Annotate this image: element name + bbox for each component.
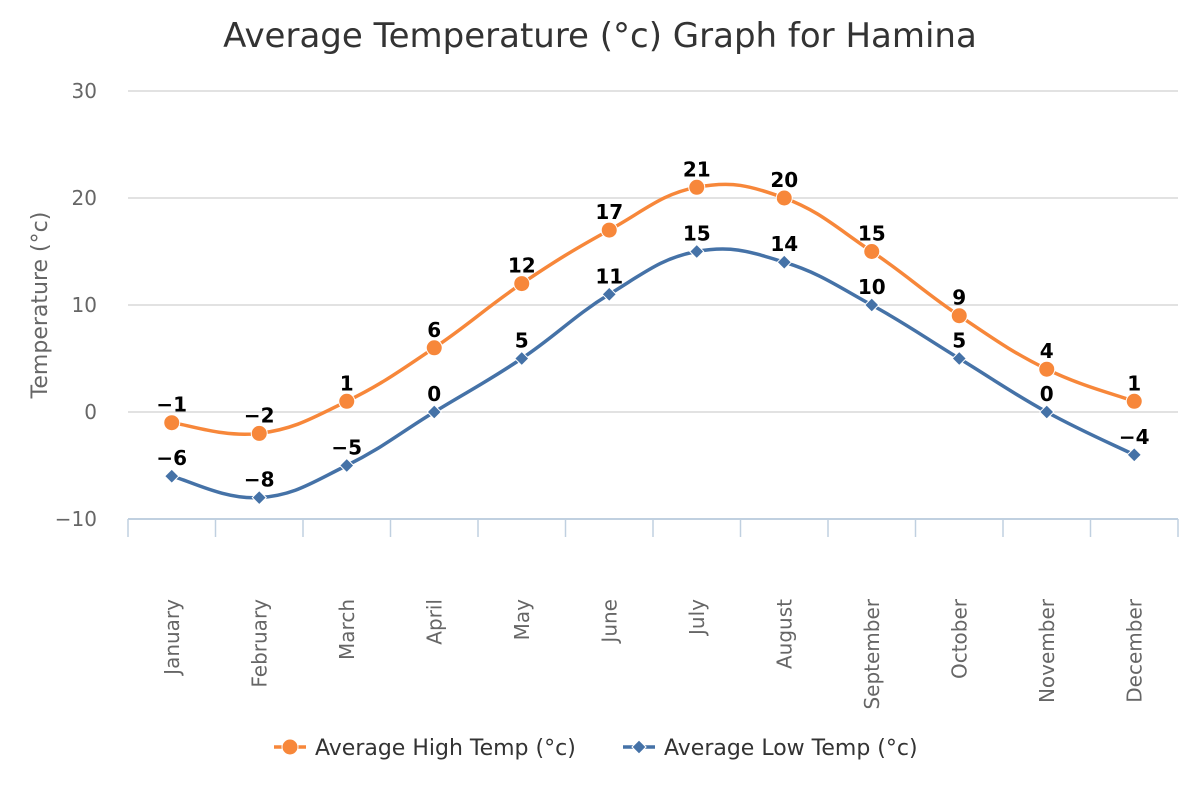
x-tick-label: June <box>597 599 621 645</box>
data-point <box>688 178 706 196</box>
x-axis: January February March April May June July Augu… <box>127 519 1179 710</box>
data-label: −2 <box>244 403 275 427</box>
data-label: −1 <box>156 393 187 417</box>
legend-item[interactable]: Average High Temp (°c) <box>274 736 576 761</box>
data-label: 11 <box>595 264 623 288</box>
data-point <box>164 468 180 484</box>
series-layer <box>163 178 1143 506</box>
data-label: 15 <box>683 222 711 246</box>
y-tick-label: 10 <box>72 293 97 317</box>
grid-lines <box>128 90 1178 520</box>
data-point <box>339 457 355 474</box>
x-tick-label: March <box>335 599 359 660</box>
series-line <box>170 182 1136 436</box>
data-point <box>251 489 267 506</box>
x-tick-label: May <box>510 599 534 641</box>
data-point <box>1039 404 1055 420</box>
data-point <box>951 350 967 367</box>
data-point <box>601 286 617 303</box>
data-label: 0 <box>427 382 441 406</box>
x-tick-label: December <box>1122 598 1146 702</box>
chart-title: Average Temperature (°c) Graph for Hamin… <box>223 16 977 56</box>
series-low <box>164 243 1142 506</box>
y-axis-label: Temperature (°c) <box>28 212 53 400</box>
legend: Average High Temp (°c) Average Low Temp (… <box>274 736 918 761</box>
y-tick-label: −10 <box>55 507 97 531</box>
y-axis: −10 0 10 20 30 <box>55 79 97 531</box>
y-tick-label: 30 <box>72 79 97 103</box>
y-tick-label: 20 <box>72 186 97 210</box>
data-point <box>863 243 881 260</box>
data-label: 6 <box>427 318 441 342</box>
x-tick-label: April <box>422 599 446 645</box>
legend-marker <box>631 739 647 755</box>
x-tick-label: October <box>947 598 971 679</box>
y-tick-label: 0 <box>84 400 97 424</box>
x-tick-label: August <box>772 599 796 669</box>
x-tick-label: September <box>860 598 884 709</box>
data-label: −6 <box>156 446 187 470</box>
data-label: 9 <box>952 286 966 310</box>
data-label: 0 <box>1040 382 1054 406</box>
legend-label: Average High Temp (°c) <box>315 736 576 761</box>
x-tick-label: January <box>160 599 184 677</box>
data-point <box>950 307 968 325</box>
data-point <box>689 243 705 260</box>
data-label: 10 <box>858 275 886 299</box>
series-high <box>163 178 1143 442</box>
data-point <box>513 275 531 293</box>
x-tick-label: February <box>247 599 271 688</box>
data-label: 1 <box>340 371 354 395</box>
data-point <box>1125 392 1143 410</box>
legend-marker <box>281 738 299 756</box>
data-point <box>250 424 268 442</box>
data-point <box>514 350 530 367</box>
x-tick-label: November <box>1035 598 1059 703</box>
data-label: 15 <box>858 222 886 246</box>
data-point <box>1038 360 1056 378</box>
data-point <box>776 254 792 270</box>
data-label: 12 <box>508 254 536 278</box>
data-label: −5 <box>331 436 362 460</box>
series-line <box>170 247 1136 500</box>
data-label: 4 <box>1040 339 1054 363</box>
data-point <box>425 339 443 357</box>
data-point <box>163 414 181 432</box>
data-point <box>775 189 793 207</box>
data-label: 21 <box>683 157 711 181</box>
data-labels: −6 −8 −5 0 5 11 15 14 10 5 0 −4 −1 −2 1 6 12 17 21 20 15 9 4 1 <box>156 157 1149 491</box>
data-point <box>600 221 618 239</box>
data-point <box>1126 447 1142 463</box>
data-label: 5 <box>515 329 529 353</box>
data-label: 20 <box>770 168 798 192</box>
legend-item[interactable]: Average Low Temp (°c) <box>623 736 918 761</box>
data-label: −4 <box>1119 425 1150 449</box>
data-label: −8 <box>244 468 275 492</box>
data-point <box>426 404 442 420</box>
data-point <box>864 297 880 313</box>
data-point <box>338 392 356 410</box>
data-label: 17 <box>595 200 623 224</box>
data-label: 14 <box>770 232 798 256</box>
data-label: 1 <box>1127 371 1141 395</box>
x-tick-label: July <box>685 599 709 637</box>
legend-label: Average Low Temp (°c) <box>664 736 918 761</box>
data-label: 5 <box>952 329 966 353</box>
